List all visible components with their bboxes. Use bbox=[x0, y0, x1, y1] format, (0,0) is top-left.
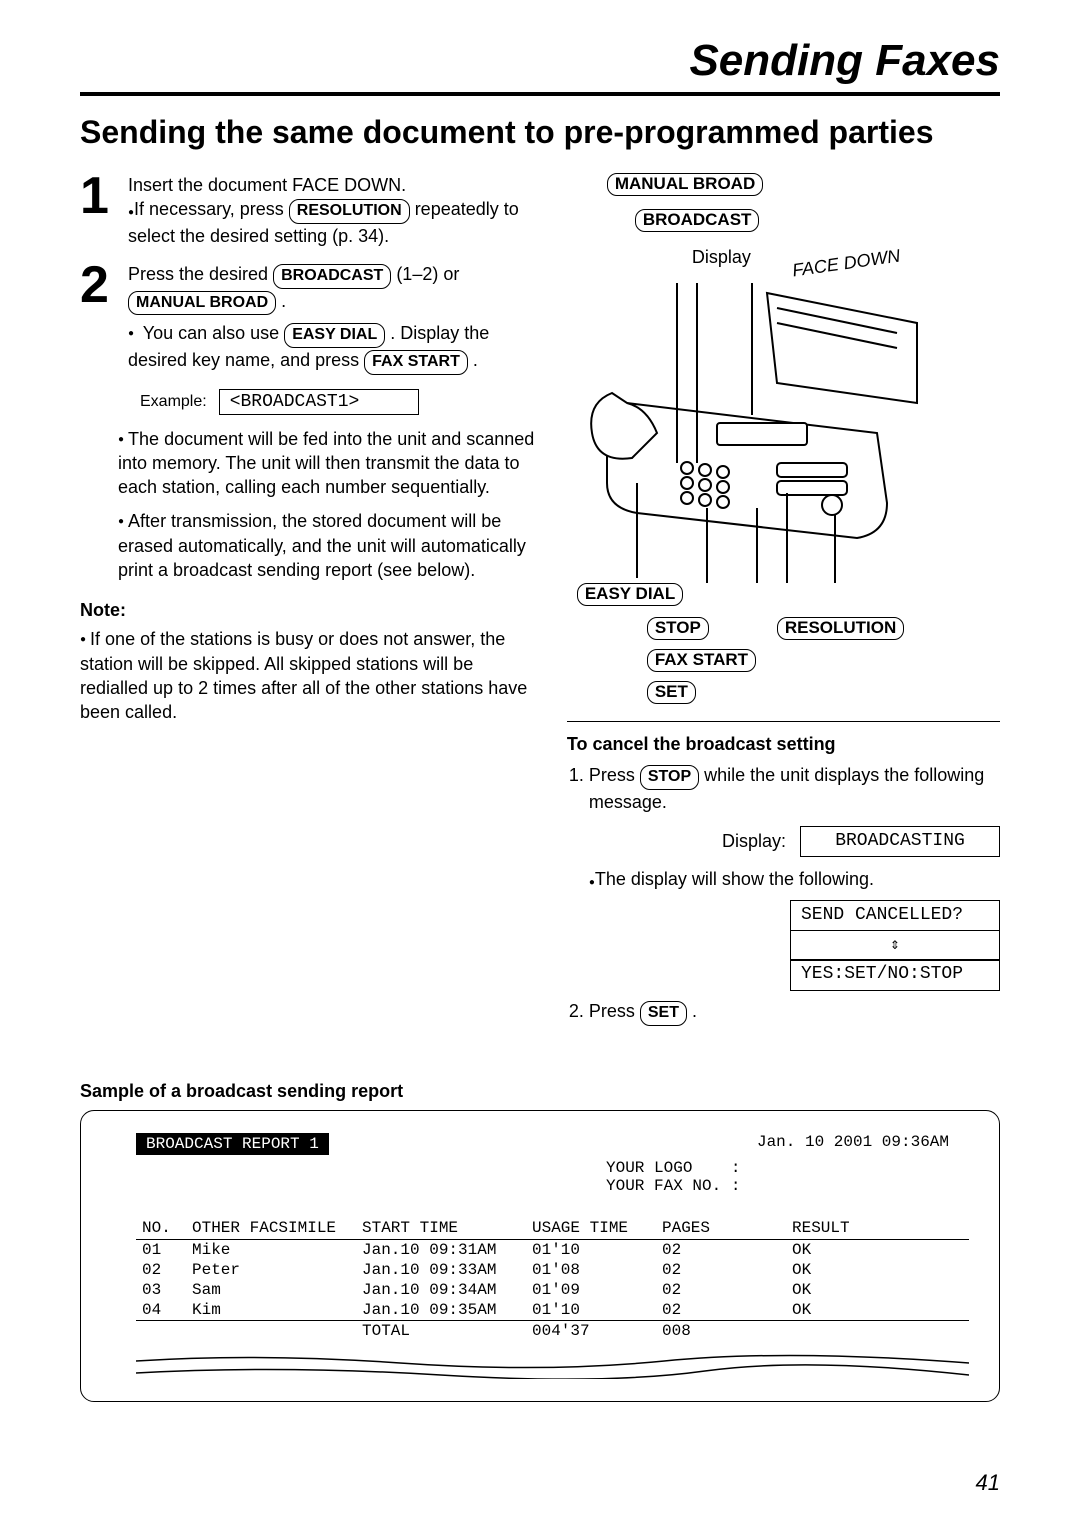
cancel-sub: The display will show the following. bbox=[595, 869, 874, 889]
report-col-start: START TIME bbox=[356, 1217, 526, 1240]
cancel-display-label: Display: bbox=[722, 829, 786, 854]
note-head: Note: bbox=[80, 600, 535, 621]
report-col-result: RESULT bbox=[786, 1217, 969, 1240]
report-tear bbox=[136, 1351, 969, 1379]
report-box: BROADCAST REPORT 1 Jan. 10 2001 09:36AM … bbox=[80, 1110, 1000, 1402]
diagram-set-button: SET bbox=[647, 681, 696, 704]
step-2-post: . bbox=[276, 291, 286, 311]
step-2: 2 Press the desired BROADCAST (1–2) or M… bbox=[80, 262, 535, 374]
broadcast-button: BROADCAST bbox=[273, 264, 391, 289]
cancel-step-1-pre: Press bbox=[589, 765, 640, 785]
step-1-line-2a: If necessary, press bbox=[134, 199, 289, 219]
cancel-lcd-cancelled: SEND CANCELLED? bbox=[790, 900, 1000, 931]
cancel-lcd-broadcasting: BROADCASTING bbox=[800, 826, 1000, 857]
report-col-pages: PAGES bbox=[656, 1217, 786, 1240]
report-logo-label: YOUR LOGO bbox=[606, 1159, 692, 1177]
page-number: 41 bbox=[976, 1470, 1000, 1496]
cancel-lcd-stack: SEND CANCELLED? ⇕ YES:SET/NO:STOP bbox=[790, 900, 1000, 989]
report-table: NO. OTHER FACSIMILE START TIME USAGE TIM… bbox=[136, 1217, 969, 1341]
diagram-resolution-button: RESOLUTION bbox=[777, 617, 904, 640]
step-2-mid1: (1–2) or bbox=[396, 264, 459, 284]
left-column: 1 Insert the document FACE DOWN. ●If nec… bbox=[80, 173, 535, 1026]
report-title: BROADCAST REPORT 1 bbox=[136, 1133, 329, 1155]
cancel-step-1: Press STOP while the unit displays the f… bbox=[589, 763, 1000, 999]
cancel-step-2-post: . bbox=[687, 1001, 697, 1021]
diagram-display-label: Display bbox=[692, 247, 751, 268]
table-row: 04KimJan.10 09:35AM01'1002OK bbox=[136, 1300, 969, 1321]
easy-dial-button: EASY DIAL bbox=[284, 323, 385, 348]
step-2-pre: Press the desired bbox=[128, 264, 273, 284]
diagram-stop-button: STOP bbox=[647, 617, 709, 640]
fax-start-button: FAX START bbox=[364, 350, 468, 375]
diagram-manual-broad-button: MANUAL BROAD bbox=[607, 173, 763, 196]
cancel-lcd-yesno: YES:SET/NO:STOP bbox=[790, 959, 1000, 990]
step-2-bullet-2: After transmission, the stored document … bbox=[118, 509, 535, 582]
step-2-sub-pre: You can also use bbox=[143, 323, 284, 343]
table-row: 02PeterJan.10 09:33AM01'0802OK bbox=[136, 1260, 969, 1280]
report-col-no: NO. bbox=[136, 1217, 186, 1240]
fax-diagram: MANUAL BROAD BROADCAST Display FACE DOWN… bbox=[567, 173, 1000, 673]
resolution-button: RESOLUTION bbox=[289, 199, 410, 224]
section-title: Sending the same document to pre-program… bbox=[80, 114, 1000, 151]
example-lcd: <BROADCAST1> bbox=[219, 389, 419, 415]
report-head: Sample of a broadcast sending report bbox=[80, 1081, 1000, 1102]
report-date: Jan. 10 2001 09:36AM bbox=[757, 1133, 949, 1151]
cancel-head: To cancel the broadcast setting bbox=[567, 734, 1000, 755]
example-row: Example: <BROADCAST1> bbox=[140, 389, 535, 415]
table-row-total: TOTAL004'37008 bbox=[136, 1321, 969, 1342]
step-2-number: 2 bbox=[80, 262, 116, 374]
step-1-number: 1 bbox=[80, 173, 116, 248]
diagram-face-down-label: FACE DOWN bbox=[791, 246, 902, 282]
step-1: 1 Insert the document FACE DOWN. ●If nec… bbox=[80, 173, 535, 248]
diagram-easy-dial-button: EASY DIAL bbox=[577, 583, 683, 606]
cancel-lcd-arrow: ⇕ bbox=[790, 930, 1000, 961]
step-2-bullet-1: The document will be fed into the unit a… bbox=[118, 427, 535, 500]
cancel-section: To cancel the broadcast setting Press ST… bbox=[567, 721, 1000, 1026]
step-1-line-1: Insert the document FACE DOWN. bbox=[128, 175, 406, 195]
fax-machine-icon bbox=[577, 283, 957, 583]
cancel-step-2-pre: Press bbox=[589, 1001, 640, 1021]
step-2-bullets: The document will be fed into the unit a… bbox=[118, 427, 535, 583]
step-2-body: Press the desired BROADCAST (1–2) or MAN… bbox=[128, 262, 535, 374]
step-1-body: Insert the document FACE DOWN. ●If neces… bbox=[128, 173, 535, 248]
page-title: Sending Faxes bbox=[80, 36, 1000, 96]
cancel-stop-button: STOP bbox=[640, 765, 699, 790]
report-faxno-label: YOUR FAX NO. : bbox=[606, 1177, 740, 1195]
report-col-fac: OTHER FACSIMILE bbox=[186, 1217, 356, 1240]
example-label: Example: bbox=[140, 393, 207, 411]
table-row: 03SamJan.10 09:34AM01'0902OK bbox=[136, 1280, 969, 1300]
cancel-step-2: Press SET . bbox=[589, 999, 1000, 1026]
report-col-usage: USAGE TIME bbox=[526, 1217, 656, 1240]
note-body: If one of the stations is busy or does n… bbox=[80, 627, 535, 724]
table-row: 01MikeJan.10 09:31AM01'1002OK bbox=[136, 1240, 969, 1261]
manual-broad-button: MANUAL BROAD bbox=[128, 291, 276, 316]
right-column: MANUAL BROAD BROADCAST Display FACE DOWN… bbox=[567, 173, 1000, 1026]
diagram-fax-start-button: FAX START bbox=[647, 649, 756, 672]
step-2-sub-post: . bbox=[468, 350, 478, 370]
cancel-set-button: SET bbox=[640, 1001, 687, 1026]
diagram-broadcast-button: BROADCAST bbox=[635, 209, 760, 232]
